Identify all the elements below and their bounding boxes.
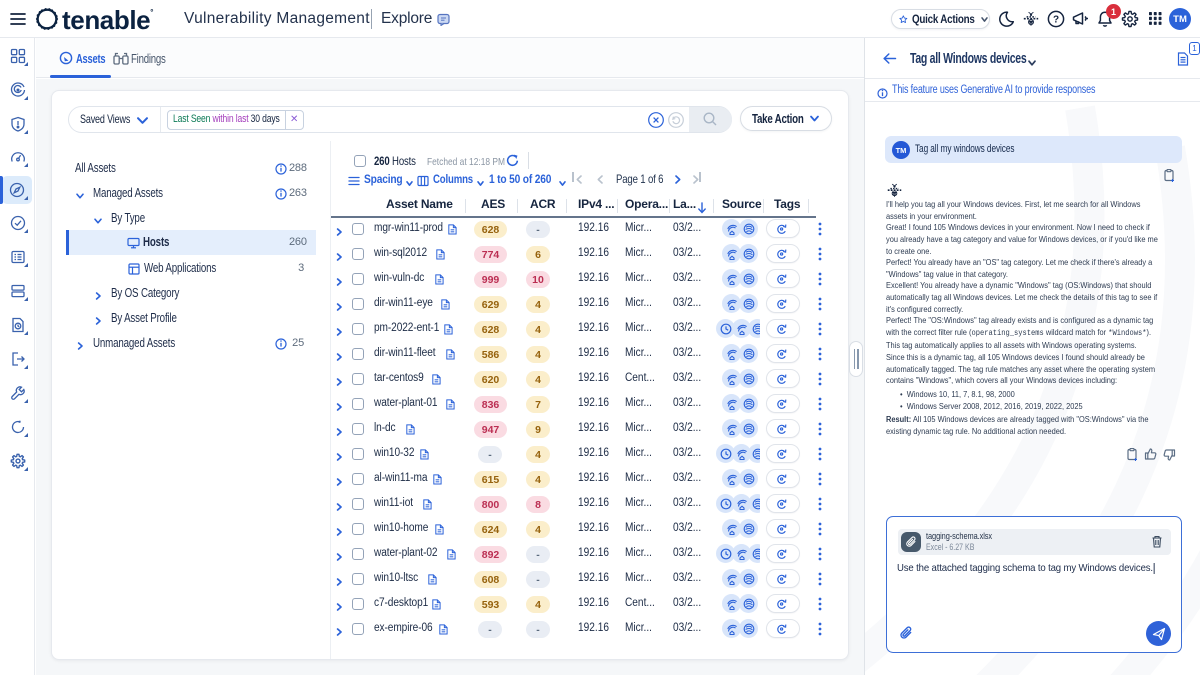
svg-text:?: ? [1053,14,1059,25]
